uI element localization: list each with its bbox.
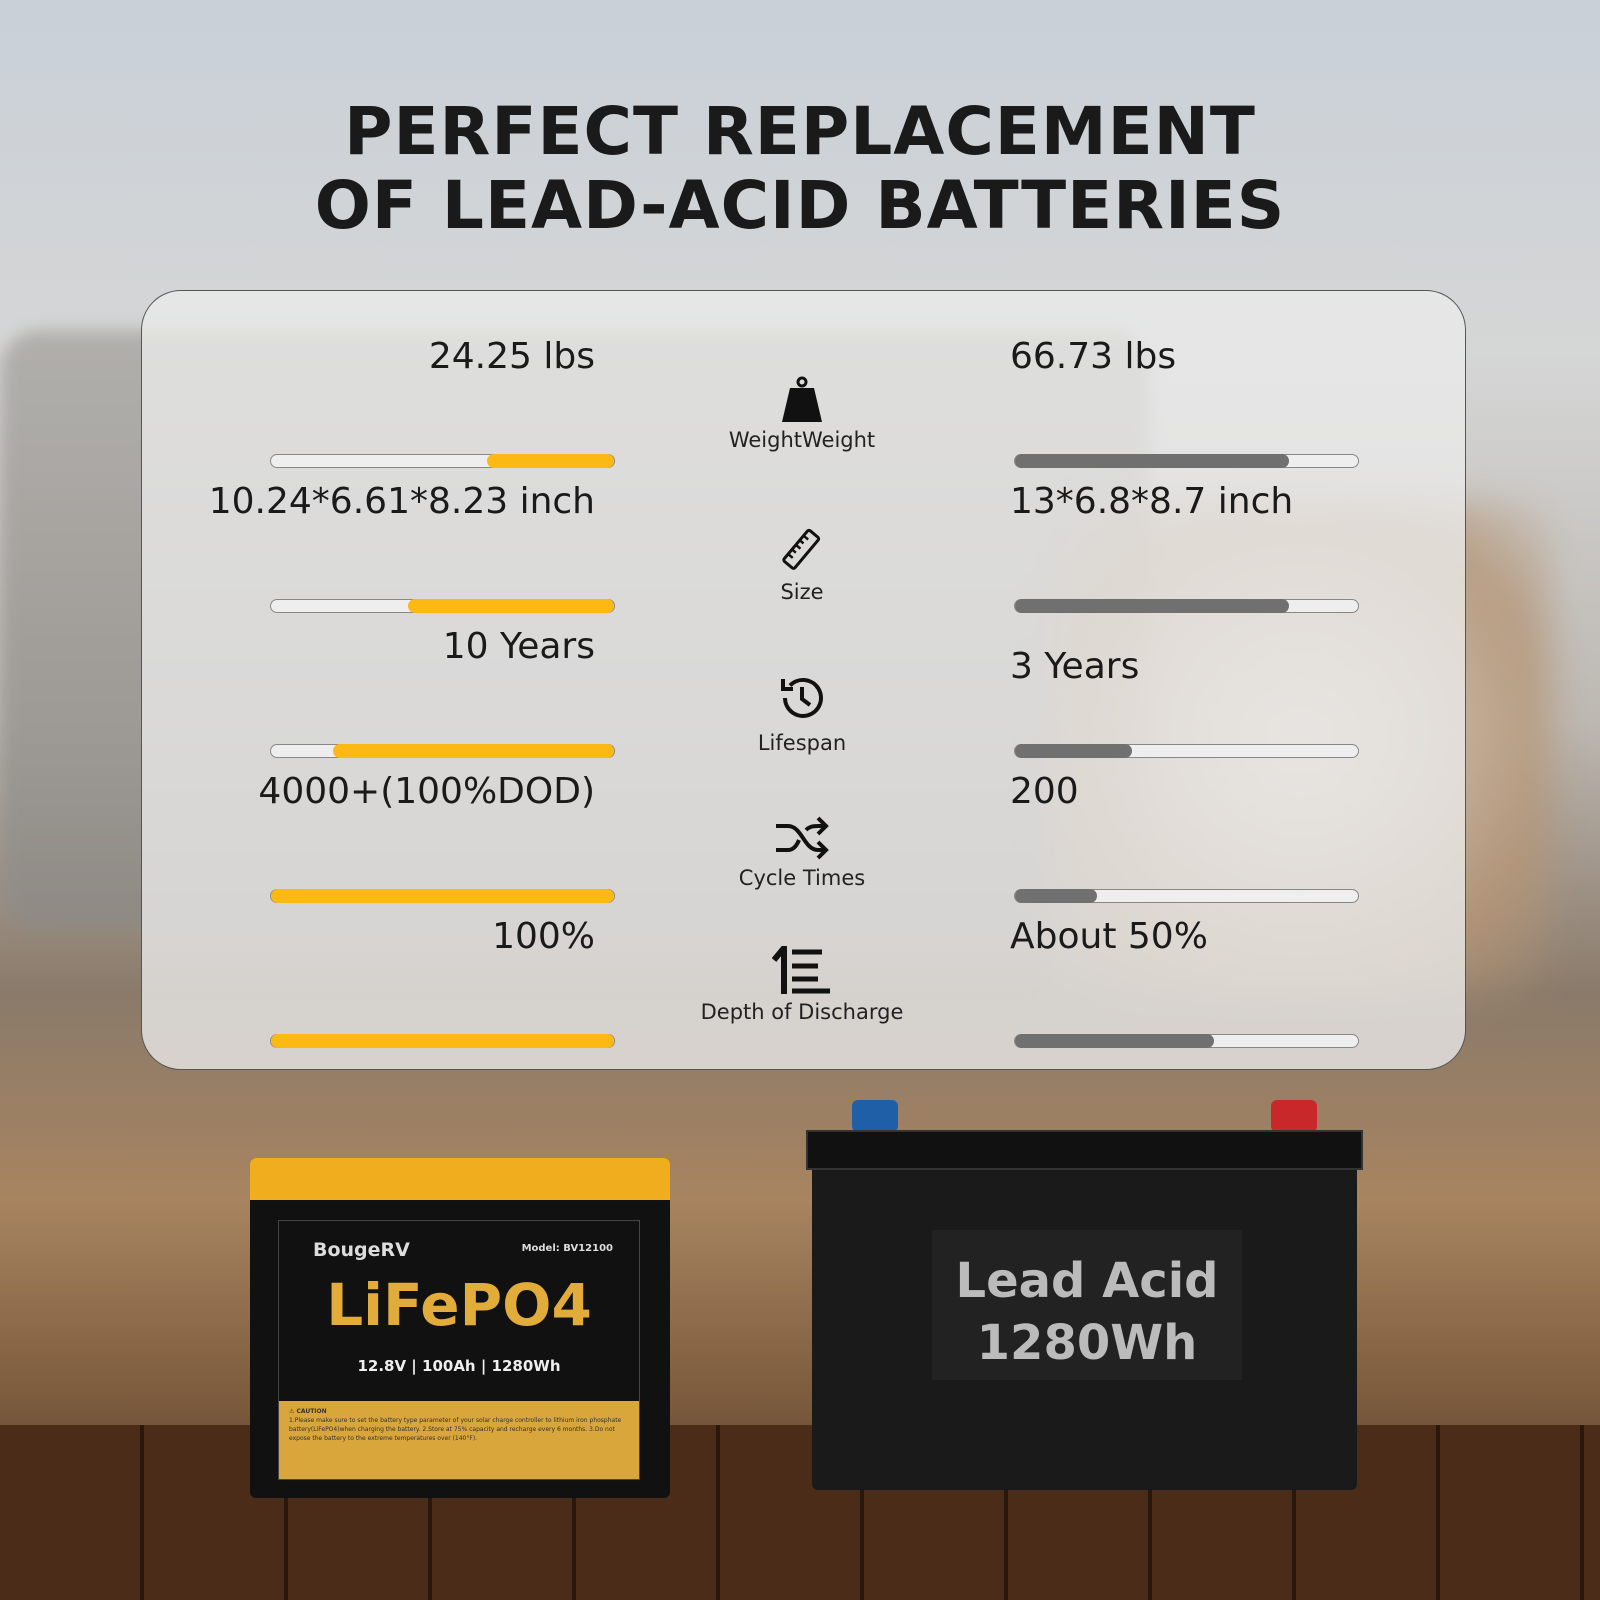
lead-acid-value: 200 [1010,771,1079,812]
metric-label: Cycle Times [738,866,866,890]
lead-acid-value: About 50% [1010,916,1208,957]
positive-terminal [1271,1100,1317,1132]
comparison-row: 24.25 lbs WeightWeight 66.73 lbs [142,336,1465,468]
brand-logo: BougeRV [313,1239,410,1261]
lifepo4-bar [270,1034,615,1048]
metric-label: Size [780,580,824,604]
lifepo4-bar-fill [271,889,614,903]
lead-acid-battery: Lead Acid 1280Wh [806,1100,1363,1490]
shuffle-icon [652,816,952,860]
comparison-row: 4000+(100%DOD) Cycle Times 200 [142,771,1465,903]
page-title: PERFECT REPLACEMENT OF LEAD-ACID BATTERIE… [314,93,1286,244]
lead-acid-bar [1014,454,1359,468]
lifepo4-bar-fill [408,599,614,613]
lead-acid-label: Lead Acid 1280Wh [932,1230,1242,1380]
lifepo4-bar-fill [271,1034,614,1048]
model-label: Model: BV12100 [521,1243,613,1254]
lifepo4-battery: BougeRV Model: BV12100 LiFePO4 12.8V | 1… [250,1158,670,1498]
lead-acid-bar [1014,599,1359,613]
lead-acid-bar-fill [1015,454,1290,468]
lifepo4-value: 24.25 lbs [428,336,595,377]
metric-label: Lifespan [757,731,847,755]
chemistry-label: LiFePO4 [326,1271,592,1339]
comparison-row: 10 Years Lifespan 3 Years [142,626,1465,758]
lead-acid-bar [1014,889,1359,903]
spec-label: 12.8V | 100Ah | 1280Wh [357,1357,561,1375]
lead-acid-value: 3 Years [1010,646,1140,687]
lead-acid-value: 66.73 lbs [1010,336,1177,377]
lead-acid-bar-fill [1015,1034,1214,1048]
lead-acid-bar-fill [1015,744,1132,758]
lifepo4-bar-fill [332,744,614,758]
clock-history-icon [652,671,952,725]
lifepo4-value: 100% [492,916,595,957]
lifepo4-value: 10 Years [442,626,595,667]
lead-acid-bar [1014,1034,1359,1048]
weight-icon [652,376,952,422]
lead-acid-bar-fill [1015,599,1290,613]
comparison-panel: 24.25 lbs WeightWeight 66.73 lbs 10.24*6… [141,290,1466,1070]
negative-terminal [852,1100,898,1132]
ruler-icon [652,526,952,574]
lead-acid-bar [1014,744,1359,758]
lifepo4-bar-fill [487,454,614,468]
lifepo4-bar [270,454,615,468]
lifepo4-value: 10.24*6.61*8.23 inch [208,481,595,522]
metric-label: WeightWeight [728,428,876,452]
lead-acid-bar-fill [1015,889,1098,903]
lifepo4-value: 4000+(100%DOD) [258,771,595,812]
lifepo4-bar [270,744,615,758]
comparison-row: 10.24*6.61*8.23 inch Size 13*6.8*8.7 inc… [142,481,1465,613]
comparison-row: 100% Depth of Discharge About 50% [142,916,1465,1048]
metric-label: Depth of Discharge [700,1000,904,1024]
wooden-table [0,1425,1600,1600]
lifepo4-bar [270,889,615,903]
lead-acid-value: 13*6.8*8.7 inch [1010,481,1294,522]
discharge-icon [652,946,952,994]
lifepo4-bar [270,599,615,613]
caution-label: ⚠ CAUTION 1.Please make sure to set the b… [279,1401,639,1479]
